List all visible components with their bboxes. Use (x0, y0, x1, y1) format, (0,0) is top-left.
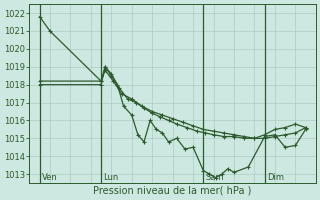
Text: Sam: Sam (205, 173, 224, 182)
Text: Dim: Dim (267, 173, 284, 182)
Text: Lun: Lun (103, 173, 118, 182)
X-axis label: Pression niveau de la mer( hPa ): Pression niveau de la mer( hPa ) (93, 186, 252, 196)
Text: Ven: Ven (42, 173, 58, 182)
